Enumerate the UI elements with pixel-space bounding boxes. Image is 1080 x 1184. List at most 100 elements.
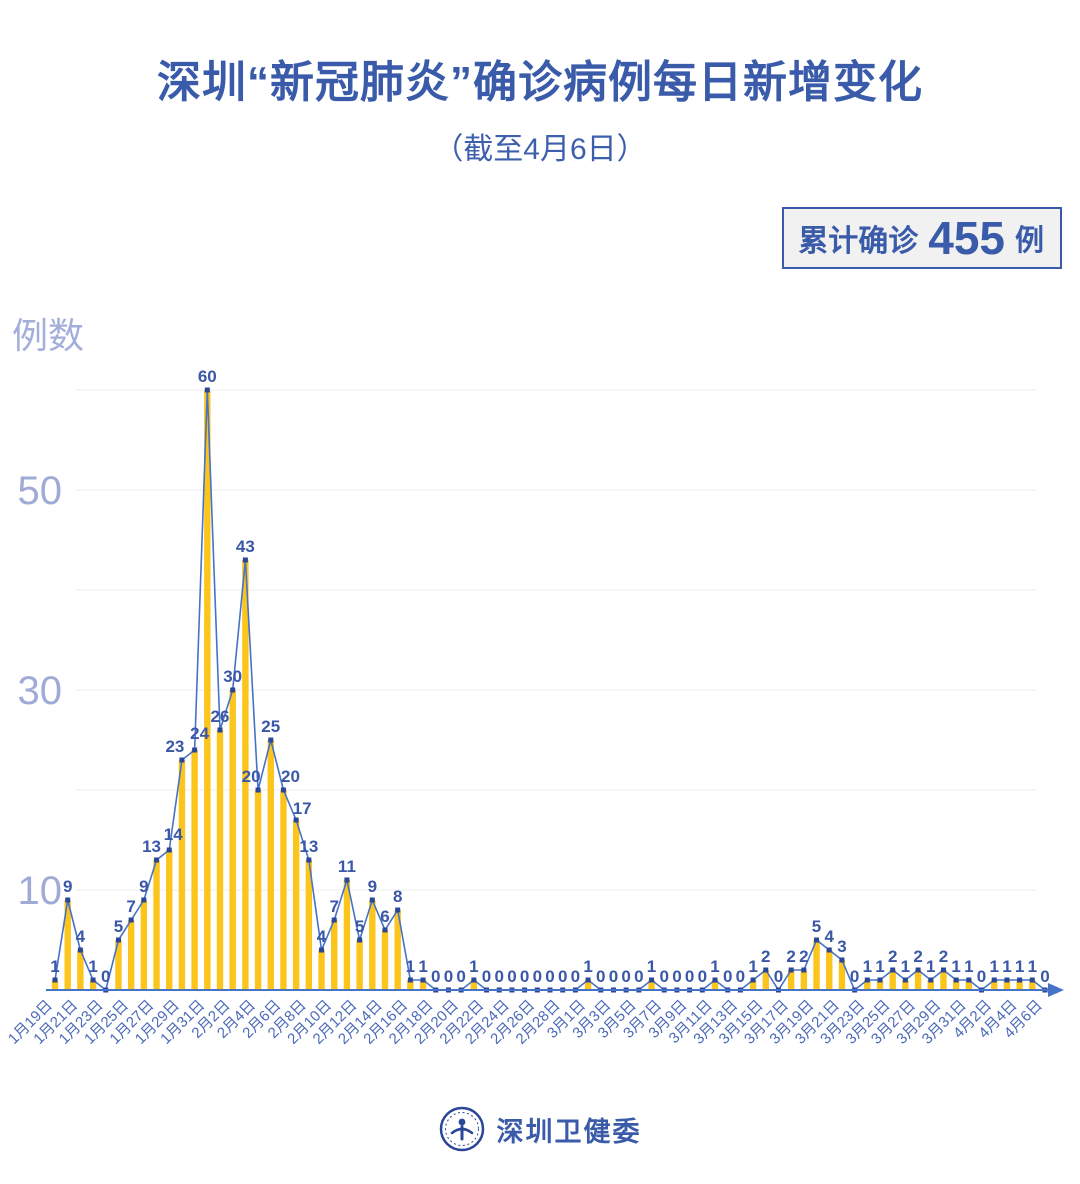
value-label: 0 [533, 967, 542, 986]
data-point [217, 727, 223, 733]
data-point [953, 977, 959, 983]
value-label: 2 [939, 947, 948, 966]
data-point [940, 967, 946, 973]
value-label: 1 [406, 957, 415, 976]
data-point [471, 977, 477, 983]
page-title: 深圳“新冠肺炎”确诊病例每日新增变化 [157, 58, 923, 107]
bar [216, 730, 224, 990]
value-label: 0 [774, 967, 783, 986]
bar [1016, 980, 1023, 990]
value-label: 1 [88, 957, 97, 976]
bar [305, 860, 313, 990]
bar [1029, 980, 1036, 990]
data-point [141, 897, 147, 903]
data-point [902, 977, 908, 983]
value-label: 1 [1028, 957, 1037, 976]
bar [166, 850, 173, 990]
data-point [864, 977, 870, 983]
data-point [319, 947, 325, 953]
value-label: 1 [926, 957, 935, 976]
bar [64, 900, 71, 990]
value-label: 0 [672, 967, 681, 986]
data-point [154, 857, 160, 863]
bar [902, 980, 909, 990]
value-label: 0 [659, 967, 668, 986]
value-label: 1 [50, 957, 59, 976]
data-point [712, 977, 718, 983]
page-subtitle: （截至4月6日） [433, 133, 647, 166]
bar [762, 970, 769, 990]
shenzhen-health-commission-logo [439, 1106, 484, 1152]
value-label: 1 [863, 957, 872, 976]
value-label: 0 [621, 967, 630, 986]
bar [927, 980, 934, 990]
value-label: 17 [293, 799, 312, 818]
y-tick-label: 50 [18, 469, 63, 513]
bar [127, 920, 135, 990]
bar [889, 970, 896, 990]
value-label: 0 [507, 967, 516, 986]
value-label: 0 [1040, 967, 1049, 986]
bar [51, 980, 59, 990]
value-label: 25 [261, 717, 280, 736]
bar [940, 970, 947, 990]
value-label: 5 [114, 917, 123, 936]
data-point [877, 977, 883, 983]
bar [153, 860, 160, 990]
bar [991, 980, 998, 990]
data-point [357, 937, 363, 943]
value-label: 0 [558, 967, 567, 986]
data-point [649, 977, 655, 983]
value-label: 1 [901, 957, 910, 976]
bar [965, 980, 973, 990]
badge-prefix: 累计确诊 [798, 225, 919, 258]
bar [876, 980, 884, 990]
value-label: 0 [977, 967, 986, 986]
data-point [179, 757, 185, 763]
value-label: 0 [596, 967, 605, 986]
data-point [192, 747, 198, 753]
bar [204, 390, 211, 990]
bar [813, 940, 820, 990]
data-point [331, 917, 337, 923]
bar [292, 820, 300, 990]
bar [356, 940, 363, 990]
bar [140, 900, 148, 990]
bar [749, 980, 757, 990]
value-label: 0 [723, 967, 732, 986]
data-point [77, 947, 83, 953]
badge-value: 455 [928, 212, 1005, 264]
value-label: 9 [139, 877, 148, 896]
data-point [395, 907, 401, 913]
bar [648, 980, 655, 990]
value-label: 13 [142, 837, 161, 856]
bar [242, 560, 249, 990]
data-point [788, 967, 794, 973]
data-point [369, 897, 375, 903]
data-point [1017, 977, 1023, 983]
value-label: 26 [211, 707, 230, 726]
bar [267, 740, 274, 990]
value-label: 23 [165, 737, 184, 756]
bar [115, 940, 122, 990]
value-label: 30 [223, 667, 242, 686]
value-label: 0 [494, 967, 503, 986]
data-point [242, 557, 248, 563]
value-label: 1 [951, 957, 960, 976]
value-label: 11 [338, 857, 356, 876]
badge-suffix: 例 [1014, 225, 1044, 257]
data-point [928, 977, 934, 983]
y-axis-title: 例数 [12, 315, 84, 356]
value-label: 0 [685, 967, 694, 986]
value-label: 9 [368, 877, 377, 896]
data-point [966, 977, 972, 983]
bar [191, 750, 198, 990]
bar [343, 880, 351, 990]
x-axis-arrow [1048, 983, 1064, 997]
bar [407, 980, 414, 990]
value-label: 7 [329, 897, 338, 916]
value-label: 1 [964, 957, 973, 976]
value-label: 20 [281, 767, 300, 786]
bar [584, 980, 592, 990]
data-point [65, 897, 71, 903]
